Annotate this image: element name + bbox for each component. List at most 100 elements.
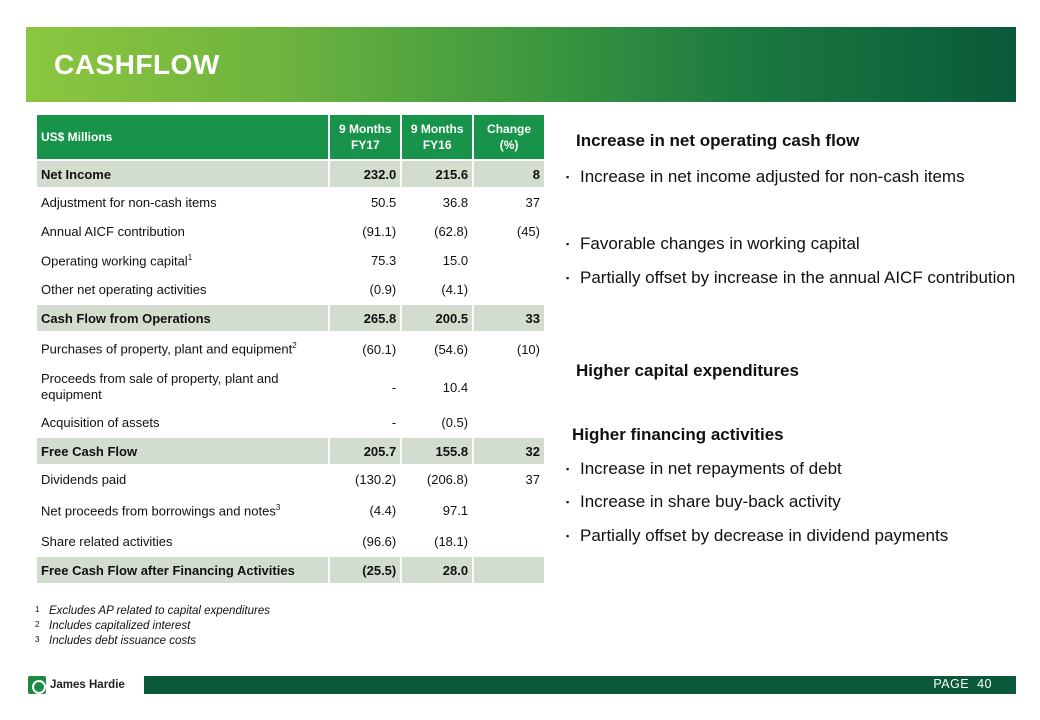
table-row: Free Cash Flow 205.7 155.8 32 xyxy=(37,438,544,464)
row-change: (45) xyxy=(516,224,540,239)
row-fy16: 28.0 xyxy=(402,557,473,583)
table-row: Purchases of property, plant and equipme… xyxy=(37,333,544,365)
row-fy17: - xyxy=(391,379,397,395)
row-fy16: 155.8 xyxy=(402,438,473,464)
row-change: (10) xyxy=(516,341,540,357)
footnote-number: 3 xyxy=(35,635,40,644)
row-fy17: (0.9) xyxy=(369,282,397,297)
bullet-icon: ▪ xyxy=(566,464,570,474)
row-label: Adjustment for non-cash items xyxy=(41,195,217,210)
header-change: Change (%) xyxy=(474,115,544,159)
table-row: Net Income 232.0 215.6 8 xyxy=(37,161,544,187)
table-row: Other net operating activities (0.9) (4.… xyxy=(37,276,544,303)
row-fy17: 75.3 xyxy=(370,253,397,268)
table-row: Net proceeds from borrowings and notes3 … xyxy=(37,495,544,526)
row-fy17: 50.5 xyxy=(370,195,397,210)
row-label: Dividends paid xyxy=(41,472,127,487)
row-change xyxy=(474,247,544,274)
table-row: Adjustment for non-cash items 50.5 36.8 … xyxy=(37,189,544,216)
row-label: Net Income xyxy=(37,161,329,187)
footnote-ref: 3 xyxy=(275,502,281,512)
row-fy17: (96.6) xyxy=(362,534,397,549)
footnote-text: Excludes AP related to capital expenditu… xyxy=(49,605,270,617)
page-number: 40 xyxy=(977,677,992,691)
row-change xyxy=(474,367,544,407)
footnote: 1 Excludes AP related to capital expendit… xyxy=(35,605,270,617)
table-row: Operating working capital1 75.3 15.0 xyxy=(37,247,544,274)
row-fy17: (25.5) xyxy=(330,557,401,583)
brand-name: James Hardie xyxy=(50,679,125,691)
row-label-cell: Purchases of property, plant and equipme… xyxy=(37,333,328,365)
footnote-text: Includes capitalized interest xyxy=(49,620,191,632)
bullet-text: Increase in share buy-back activity xyxy=(580,492,841,511)
row-fy16: 36.8 xyxy=(442,195,469,210)
header-fy17: 9 Months FY17 xyxy=(330,115,401,159)
row-fy17: 205.7 xyxy=(330,438,401,464)
row-change: 37 xyxy=(525,472,540,487)
table-row: Annual AICF contribution (91.1) (62.8) (… xyxy=(37,218,544,245)
row-label: Share related activities xyxy=(41,534,173,549)
row-fy16: (18.1) xyxy=(434,534,469,549)
operating-bullet: ▪ Partially offset by increase in the ann… xyxy=(566,261,1020,295)
footer-bar: PAGE 40 xyxy=(144,676,1016,694)
table-header-row: US$ Millions 9 Months FY17 9 Months FY16… xyxy=(37,115,544,159)
table-row: Proceeds from sale of property, plant an… xyxy=(37,367,544,407)
footnote-number: 1 xyxy=(35,605,40,614)
row-fy17: (60.1) xyxy=(362,341,397,357)
row-fy16: 215.6 xyxy=(402,161,473,187)
row-change xyxy=(474,557,544,583)
row-change xyxy=(474,409,544,436)
bullet-icon: ▪ xyxy=(566,172,570,182)
row-fy16: 10.4 xyxy=(442,379,469,395)
logo-icon xyxy=(28,676,46,694)
row-change: 33 xyxy=(474,305,544,331)
row-fy17: 232.0 xyxy=(330,161,401,187)
footnote-ref: 1 xyxy=(187,252,193,262)
row-label: Operating working capital xyxy=(41,253,188,269)
operating-bullet: ▪ Increase in net income adjusted for non… xyxy=(566,160,1020,194)
row-label: Other net operating activities xyxy=(41,282,207,297)
financing-bullet: ▪ Increase in net repayments of debt xyxy=(566,452,1020,486)
row-fy16: 97.1 xyxy=(442,503,469,518)
footnote-number: 2 xyxy=(35,620,40,629)
title-banner: CASHFLOW xyxy=(26,27,1016,102)
bullet-text: Favorable changes in working capital xyxy=(580,234,860,253)
bullet-icon: ▪ xyxy=(566,239,570,249)
operating-heading: Increase in net operating cash flow xyxy=(576,131,860,150)
row-change xyxy=(474,495,544,526)
row-change: 37 xyxy=(525,195,540,210)
row-fy17: (4.4) xyxy=(369,503,397,518)
row-fy16: (62.8) xyxy=(434,224,469,239)
row-label-cell: Operating working capital1 xyxy=(37,247,328,274)
financing-heading: Higher financing activities xyxy=(572,425,784,444)
brand-logo: James Hardie xyxy=(28,676,125,694)
row-fy16: (4.1) xyxy=(441,282,469,297)
footnote-text: Includes debt issuance costs xyxy=(49,635,197,647)
financing-bullet: ▪ Increase in share buy-back activity xyxy=(566,485,1020,519)
footnote: 3 Includes debt issuance costs xyxy=(35,635,196,647)
row-label: Acquisition of assets xyxy=(41,415,160,430)
bullet-text: Increase in net repayments of debt xyxy=(580,459,842,478)
row-change: 8 xyxy=(474,161,544,187)
row-label: Free Cash Flow after Financing Activitie… xyxy=(37,557,329,583)
row-label: Annual AICF contribution xyxy=(41,224,185,239)
row-fy16: (0.5) xyxy=(441,415,469,430)
row-label: Net proceeds from borrowings and notes xyxy=(41,503,276,519)
bullet-text: Partially offset by increase in the annu… xyxy=(580,268,1016,287)
table-row: Dividends paid (130.2) (206.8) 37 xyxy=(37,466,544,493)
row-label: Proceeds from sale of property, plant an… xyxy=(41,371,279,402)
footnote: 2 Includes capitalized interest xyxy=(35,620,190,632)
row-change xyxy=(474,276,544,303)
header-fy16: 9 Months FY16 xyxy=(402,115,473,159)
row-fy17: (130.2) xyxy=(355,472,397,487)
table-row: Free Cash Flow after Financing Activitie… xyxy=(37,557,544,583)
row-fy17: (91.1) xyxy=(362,224,397,239)
row-change: 32 xyxy=(474,438,544,464)
row-label-cell: Net proceeds from borrowings and notes3 xyxy=(37,495,328,526)
capex-heading: Higher capital expenditures xyxy=(576,361,799,380)
row-fy16: (206.8) xyxy=(426,472,469,487)
bullet-text: Increase in net income adjusted for non-… xyxy=(580,167,965,186)
table-row: Share related activities (96.6) (18.1) xyxy=(37,528,544,555)
page-title: CASHFLOW xyxy=(54,49,220,80)
row-label: Cash Flow from Operations xyxy=(37,305,329,331)
